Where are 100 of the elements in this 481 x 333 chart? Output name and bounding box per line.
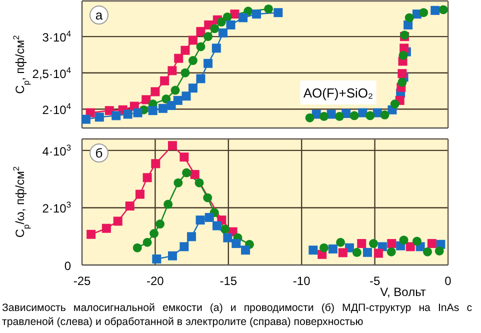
- point: [113, 216, 122, 226]
- point: [142, 238, 152, 247]
- point: [212, 44, 221, 53]
- point: [398, 69, 407, 78]
- point: [438, 5, 448, 14]
- point: [398, 50, 408, 60]
- point: [164, 200, 173, 209]
- point: [222, 12, 232, 22]
- point: [264, 4, 274, 14]
- point: [232, 239, 241, 248]
- x-tick-label: -15: [220, 274, 238, 288]
- point: [399, 236, 408, 245]
- point: [308, 246, 318, 255]
- point: [362, 248, 372, 257]
- point: [190, 170, 200, 180]
- point: [142, 95, 151, 104]
- point: [188, 36, 198, 45]
- annotation: б: [95, 146, 103, 160]
- point: [168, 66, 177, 76]
- annotation: AO(F)+SiO₂: [303, 85, 374, 100]
- x-tick-label: -20: [146, 274, 164, 288]
- point: [196, 26, 206, 36]
- x-tick-label: 0: [444, 274, 452, 288]
- point: [350, 111, 359, 120]
- x-tick-label: -25: [73, 274, 91, 288]
- point: [112, 111, 121, 120]
- point: [151, 159, 160, 168]
- point: [86, 230, 96, 239]
- point: [182, 168, 192, 178]
- point: [404, 20, 413, 30]
- note-box: AO(F)+SiO₂: [300, 80, 376, 104]
- point: [404, 13, 414, 22]
- point: [430, 6, 440, 15]
- point: [158, 104, 168, 113]
- annotation: а: [95, 8, 104, 22]
- point: [123, 110, 132, 119]
- point: [170, 86, 180, 95]
- point: [133, 108, 142, 118]
- point: [212, 221, 222, 230]
- point: [357, 239, 366, 248]
- point: [368, 239, 378, 248]
- point: [220, 224, 230, 234]
- point: [223, 233, 232, 242]
- point: [188, 56, 198, 66]
- point: [180, 152, 189, 162]
- point: [204, 212, 214, 222]
- y-tick-label: 2·10$^{3}$: [42, 200, 72, 216]
- point: [380, 110, 390, 120]
- x-axis-title: V, Вольт: [380, 285, 426, 299]
- point: [338, 248, 348, 258]
- x-tick-label: -5: [369, 274, 380, 288]
- point: [156, 220, 165, 229]
- point: [160, 76, 170, 86]
- point: [180, 68, 190, 78]
- point: [102, 224, 111, 233]
- point: [218, 28, 228, 38]
- point: [94, 112, 104, 122]
- point: [168, 141, 177, 150]
- point: [366, 111, 375, 120]
- point: [194, 178, 204, 188]
- point: [174, 178, 183, 188]
- point: [135, 190, 144, 199]
- point: [148, 106, 158, 116]
- point: [174, 54, 184, 63]
- point: [320, 112, 328, 121]
- point: [386, 247, 396, 256]
- point: [142, 173, 152, 182]
- point: [398, 78, 407, 87]
- point: [390, 100, 400, 109]
- point: [210, 24, 220, 34]
- point: [162, 94, 171, 104]
- point: [188, 84, 198, 93]
- point: [180, 46, 190, 55]
- point: [434, 246, 444, 256]
- circled-letter: а: [90, 6, 108, 24]
- point: [320, 243, 328, 252]
- point: [196, 216, 205, 225]
- point: [187, 232, 196, 242]
- point: [305, 113, 314, 122]
- y-tick-label: 0: [64, 259, 72, 273]
- y-tick-label: 4·10$^{3}$: [42, 142, 72, 158]
- point: [226, 20, 236, 30]
- point: [400, 44, 409, 53]
- point: [180, 242, 189, 252]
- point: [423, 247, 432, 256]
- point: [352, 248, 362, 257]
- point: [204, 32, 213, 42]
- point: [204, 58, 213, 68]
- point: [241, 246, 250, 255]
- point: [152, 254, 162, 264]
- point: [82, 114, 90, 124]
- point: [150, 87, 160, 96]
- point: [182, 92, 191, 101]
- point: [238, 13, 248, 22]
- circled-letter: б: [90, 144, 108, 162]
- point: [336, 238, 346, 247]
- point: [419, 8, 428, 18]
- point: [328, 244, 338, 254]
- point: [274, 8, 283, 18]
- point: [203, 193, 212, 202]
